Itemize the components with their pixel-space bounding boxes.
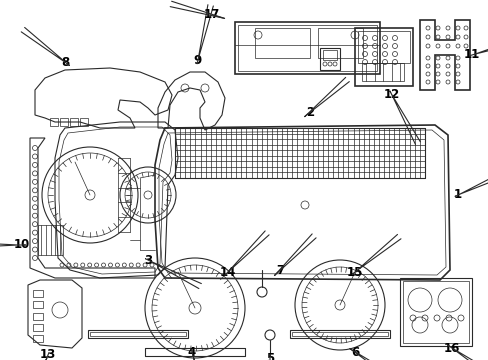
- Bar: [70, 118, 78, 126]
- Bar: [175, 128, 424, 178]
- Text: 3: 3: [143, 253, 152, 266]
- Bar: [88, 330, 187, 338]
- Bar: [80, 118, 88, 126]
- Bar: [357, 31, 409, 63]
- Text: 1: 1: [453, 189, 461, 202]
- Text: 12: 12: [383, 89, 399, 102]
- Bar: [399, 278, 471, 346]
- Bar: [90, 332, 185, 336]
- Bar: [319, 48, 339, 70]
- Text: 5: 5: [265, 351, 274, 360]
- Bar: [323, 50, 336, 60]
- Bar: [50, 118, 58, 126]
- Bar: [33, 324, 43, 331]
- Bar: [33, 312, 43, 320]
- Bar: [33, 290, 43, 297]
- Bar: [60, 118, 68, 126]
- Text: 17: 17: [203, 9, 220, 22]
- Bar: [254, 28, 309, 58]
- Text: 4: 4: [187, 346, 196, 359]
- Bar: [402, 281, 468, 343]
- Circle shape: [85, 190, 95, 200]
- Bar: [354, 28, 412, 86]
- Circle shape: [143, 191, 152, 199]
- Text: 9: 9: [193, 54, 202, 67]
- Bar: [235, 22, 379, 74]
- Bar: [317, 28, 362, 58]
- Bar: [361, 63, 403, 81]
- Text: 15: 15: [346, 266, 363, 279]
- Bar: [33, 301, 43, 308]
- Bar: [38, 225, 63, 255]
- Circle shape: [189, 302, 201, 314]
- Text: 11: 11: [463, 49, 479, 62]
- Bar: [289, 330, 389, 338]
- Text: 7: 7: [275, 264, 284, 276]
- Bar: [33, 335, 43, 342]
- Bar: [291, 332, 387, 336]
- Circle shape: [334, 300, 345, 310]
- Text: 16: 16: [443, 342, 459, 355]
- Text: 14: 14: [220, 266, 236, 279]
- Text: 6: 6: [350, 346, 358, 359]
- Text: 2: 2: [305, 105, 313, 118]
- Bar: [145, 348, 244, 356]
- Text: 10: 10: [14, 238, 30, 252]
- Text: 8: 8: [61, 55, 69, 68]
- Bar: [238, 25, 376, 71]
- Text: 13: 13: [40, 348, 56, 360]
